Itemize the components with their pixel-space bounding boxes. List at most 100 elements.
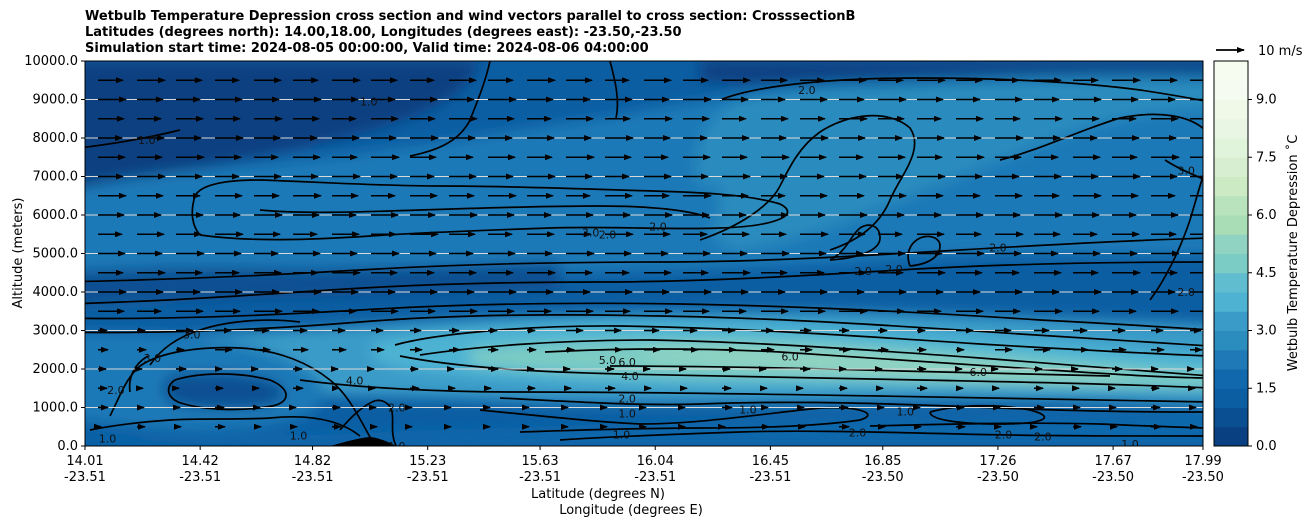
contour-label: 6.0 bbox=[970, 366, 988, 379]
contour-low-right2 bbox=[929, 404, 1046, 425]
colorbar-label: Wetbulb Temperature Depression ˚C bbox=[1285, 135, 1301, 372]
x-axis: 14.01-23.5114.42-23.5114.82-23.5115.23-2… bbox=[64, 446, 1224, 485]
contour-label: 2.0 bbox=[995, 428, 1013, 441]
y-tick-label: 8000.0 bbox=[33, 131, 79, 146]
contour-left-4 bbox=[128, 355, 149, 393]
contour-2-upper-b bbox=[85, 237, 1203, 283]
contour-left-3 bbox=[149, 319, 301, 366]
x-tick-label-lat: 14.01 bbox=[66, 454, 103, 469]
contour-label: 1.0 bbox=[388, 440, 406, 453]
y-tick-label: 10000.0 bbox=[24, 54, 78, 69]
x-tick-label-lon: -23.51 bbox=[292, 470, 334, 485]
colorbar-tick-label: 9.0 bbox=[1256, 93, 1277, 108]
contour-5 bbox=[419, 339, 1203, 377]
contour-label: 1.0 bbox=[896, 405, 914, 418]
y-tick-label: 2000.0 bbox=[33, 362, 79, 377]
contour-label: 1.0 bbox=[99, 432, 117, 445]
colorbar-ticks: 0.0 1.5 3.0 4.5 6.0 7.5 9.0 bbox=[1248, 93, 1277, 454]
contour-label: 2.0 bbox=[649, 221, 667, 234]
field-upper-dark bbox=[85, 262, 560, 307]
x-axis-label-lat: Latitude (degrees N) bbox=[531, 487, 665, 502]
colorbar-segment bbox=[1214, 311, 1248, 331]
contour-3 bbox=[85, 314, 1203, 347]
colorbar-segment bbox=[1214, 272, 1248, 293]
colorbar-tick-label: 1.5 bbox=[1256, 381, 1277, 396]
contour-label: 3.0 bbox=[582, 226, 600, 239]
y-tick-label: 0.0 bbox=[57, 439, 78, 454]
colorbar-tick-label: 4.5 bbox=[1256, 266, 1277, 281]
x-tick-label-lon: -23.51 bbox=[179, 470, 221, 485]
colorbar-frame bbox=[1213, 60, 1249, 447]
x-tick-label-lat: 15.23 bbox=[409, 454, 446, 469]
contour-2-upper-right bbox=[719, 77, 1203, 102]
contour-label: 2.0 bbox=[107, 384, 125, 397]
wind-key-label: 10 m/s bbox=[1258, 44, 1303, 59]
contour-label: 2.0 bbox=[618, 393, 636, 406]
y-tick-label: 4000.0 bbox=[33, 285, 79, 300]
contour-2-mid bbox=[191, 179, 789, 241]
x-axis-label-lon: Longitude (degrees E) bbox=[559, 503, 703, 518]
colorbar-segment bbox=[1214, 330, 1248, 351]
colorbar-segment bbox=[1214, 118, 1248, 139]
colorbar-segment bbox=[1214, 176, 1248, 197]
contour-label: 1.0 bbox=[1121, 438, 1139, 451]
contour-label: 1.0 bbox=[613, 428, 631, 441]
y-tick-label: 3000.0 bbox=[33, 324, 79, 339]
contour-1 bbox=[479, 406, 869, 433]
colorbar-segment bbox=[1214, 369, 1248, 389]
contour-label: 1.0 bbox=[360, 95, 378, 108]
colorbar bbox=[1214, 61, 1248, 447]
contour-label: 2.0 bbox=[388, 402, 406, 415]
y-axis-label: Altitude (meters) bbox=[11, 198, 26, 309]
x-tick-label-lat: 17.99 bbox=[1184, 454, 1221, 469]
contour-2 bbox=[499, 397, 1203, 413]
contour-left-5 bbox=[339, 399, 397, 446]
x-tick-label-lat: 16.04 bbox=[637, 454, 674, 469]
contour-label: 1.0 bbox=[290, 430, 308, 443]
contour-label: 3.0 bbox=[1177, 165, 1195, 178]
contour-low-right bbox=[869, 422, 1203, 429]
terrain bbox=[330, 437, 396, 446]
contour-1b bbox=[559, 430, 1203, 441]
contour-1-top bbox=[409, 61, 491, 157]
colorbar-tick-label: 3.0 bbox=[1256, 324, 1277, 339]
x-tick-label-lon: -23.51 bbox=[519, 470, 561, 485]
x-tick-label-lon: -23.50 bbox=[1182, 470, 1224, 485]
contour-3c bbox=[299, 379, 1203, 403]
colorbar-segment bbox=[1214, 407, 1248, 428]
contour-label: 2.0 bbox=[599, 228, 617, 241]
colorbar-segment bbox=[1214, 253, 1248, 274]
contour-label: 3.0 bbox=[183, 328, 201, 341]
contour-label: 4.0 bbox=[621, 370, 639, 383]
colorbar-segment bbox=[1214, 388, 1248, 408]
x-tick-label-lon: -23.51 bbox=[749, 470, 791, 485]
x-tick-label-lat: 14.42 bbox=[182, 454, 219, 469]
contour-label: 6.0 bbox=[781, 350, 799, 363]
x-tick-label-lon: -23.50 bbox=[1092, 470, 1134, 485]
y-tick-label: 6000.0 bbox=[33, 208, 79, 223]
chart-title-line-3: Simulation start time: 2024-08-05 00:00:… bbox=[85, 41, 649, 56]
contour-label: 2.0 bbox=[849, 427, 867, 440]
contour-2-right-edge bbox=[1149, 173, 1203, 301]
chart-title-line-1: Wetbulb Temperature Depression cross sec… bbox=[85, 9, 856, 24]
y-tick-label: 1000.0 bbox=[33, 401, 79, 416]
chart-title-line-2: Latitudes (degrees north): 14.00,18.00, … bbox=[85, 25, 682, 40]
contour-label: 2.0 bbox=[989, 242, 1007, 255]
contour-label: 1.0 bbox=[618, 407, 636, 420]
contour-2-upper bbox=[85, 261, 1203, 305]
colorbar-segment bbox=[1214, 349, 1248, 370]
field-top-left-dark bbox=[85, 61, 480, 187]
contour-label: 5.0 bbox=[599, 354, 617, 367]
x-tick-label-lat: 17.67 bbox=[1095, 454, 1132, 469]
colorbar-segment bbox=[1214, 61, 1248, 81]
y-axis: 0.0 1000.0 2000.0 3000.0 4000.0 5000.0 6000.0 7… bbox=[24, 54, 85, 454]
x-tick-label-lon: -23.51 bbox=[64, 470, 106, 485]
x-tick-label-lat: 17.26 bbox=[979, 454, 1016, 469]
contour-label: 2.0 bbox=[1034, 430, 1052, 443]
contour-label: 2.0 bbox=[798, 84, 816, 97]
field-left-dark bbox=[163, 372, 285, 409]
x-tick-label-lat: 15.63 bbox=[521, 454, 558, 469]
field-top-right-dark bbox=[700, 61, 1203, 83]
x-tick-label-lat: 16.85 bbox=[864, 454, 901, 469]
colorbar-tick-label: 6.0 bbox=[1256, 208, 1277, 223]
